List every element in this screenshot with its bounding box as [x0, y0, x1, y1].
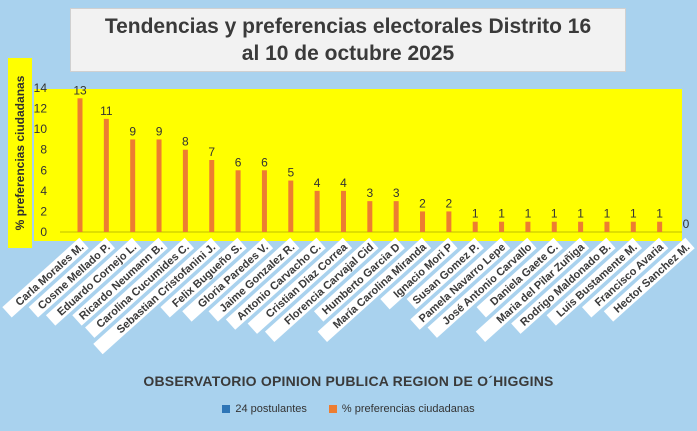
x-tick-label-bg — [182, 237, 274, 322]
data-label: 0 — [683, 217, 690, 231]
y-tick-label: 2 — [40, 204, 47, 218]
bar — [420, 211, 426, 232]
y-tick-label: 10 — [34, 122, 48, 136]
x-tick-label-bg — [72, 237, 168, 326]
bar — [578, 221, 584, 232]
legend-item-preferencias: % preferencias ciudadanas — [328, 403, 475, 415]
bar — [235, 170, 241, 232]
x-tick-label-bg — [247, 237, 353, 334]
x-tick-label-bg — [511, 237, 616, 334]
y-axis-label-box — [8, 58, 32, 248]
data-label: 1 — [551, 207, 558, 221]
x-tick-label-bg — [410, 237, 511, 330]
x-tick-label-bg — [85, 237, 195, 338]
legend-label-preferencias: % preferencias ciudadanas — [341, 403, 475, 415]
chart-title-line-2: al 10 de octubre 2025 — [241, 42, 455, 65]
x-tick-label-bg — [2, 237, 89, 318]
data-label: 4 — [314, 176, 321, 190]
data-label: 3 — [366, 186, 373, 200]
bar — [130, 139, 136, 232]
data-label: 8 — [182, 135, 189, 149]
legend: 24 postulantes % preferencias ciudadanas — [0, 403, 697, 415]
x-tick-label-bg — [581, 237, 669, 318]
x-tick-label-bg — [475, 237, 590, 343]
x-tick-label-bg — [93, 237, 221, 355]
bar — [446, 211, 452, 232]
x-tick-label-bg — [427, 237, 537, 338]
bar — [182, 149, 188, 232]
plot-area — [34, 89, 682, 241]
x-tick-label-bg — [264, 237, 379, 343]
x-tick-label-bg — [380, 237, 458, 310]
data-label: 5 — [287, 166, 294, 180]
data-label: 6 — [261, 155, 268, 169]
legend-label-postulantes: 24 postulantes — [235, 403, 307, 415]
data-label: 9 — [156, 124, 163, 138]
data-label: 2 — [419, 196, 426, 210]
legend-swatch-blue — [222, 405, 231, 413]
x-tick-label-bg — [45, 237, 142, 326]
bar — [551, 221, 557, 232]
bar — [314, 190, 320, 232]
y-tick-label: 0 — [40, 225, 47, 239]
bar — [261, 170, 267, 232]
x-tick-label-bg — [313, 237, 405, 322]
bar — [472, 221, 478, 232]
bar — [657, 221, 663, 232]
bar — [393, 201, 399, 232]
data-label: 6 — [235, 155, 242, 169]
data-label: 2 — [446, 196, 453, 210]
data-label: 1 — [525, 207, 532, 221]
chart-title: Tendencias y preferencias electorales Di… — [70, 8, 626, 72]
x-tick-label-bg — [160, 237, 247, 318]
data-label: 3 — [393, 186, 400, 200]
legend-swatch-orange — [328, 405, 337, 413]
data-label: 1 — [577, 207, 584, 221]
bar — [77, 98, 83, 233]
data-label: 1 — [630, 207, 637, 221]
legend-item-postulantes: 24 postulantes — [222, 403, 307, 415]
data-label: 1 — [604, 207, 611, 221]
y-tick-label: 8 — [40, 143, 47, 157]
y-tick-label: 14 — [34, 81, 48, 95]
footer-title: OBSERVATORIO OPINION PUBLICA REGION DE O… — [143, 373, 554, 389]
x-tick-label-bg — [208, 237, 300, 322]
x-tick-label-bg — [28, 237, 116, 318]
data-label: 4 — [340, 176, 347, 190]
x-tick-label-bg — [317, 237, 432, 343]
x-tick-label-bg — [406, 237, 484, 310]
data-label: 1 — [498, 207, 505, 221]
bar — [288, 180, 294, 232]
bar — [156, 139, 162, 232]
data-label: 1 — [472, 207, 479, 221]
data-label: 9 — [129, 124, 136, 138]
x-tick-label-bg — [225, 237, 326, 330]
y-tick-label: 12 — [34, 102, 48, 116]
data-label: 11 — [100, 104, 113, 118]
bar — [525, 221, 531, 232]
y-tick-label: 6 — [40, 163, 47, 177]
bar — [340, 190, 346, 232]
data-label: 7 — [208, 145, 215, 159]
bar — [604, 221, 610, 232]
x-tick-label-bg — [603, 237, 695, 322]
x-tick-label-bg — [476, 237, 563, 318]
bar — [499, 221, 505, 232]
bar — [367, 201, 373, 232]
x-tick-label-bg — [546, 237, 642, 326]
chart-title-line-1: Tendencias y preferencias electorales Di… — [104, 15, 592, 38]
y-tick-label: 4 — [40, 184, 47, 198]
bar — [103, 118, 109, 232]
data-label: 13 — [73, 83, 87, 97]
data-label: 1 — [656, 207, 663, 221]
bar — [630, 221, 636, 232]
bar — [209, 160, 215, 232]
